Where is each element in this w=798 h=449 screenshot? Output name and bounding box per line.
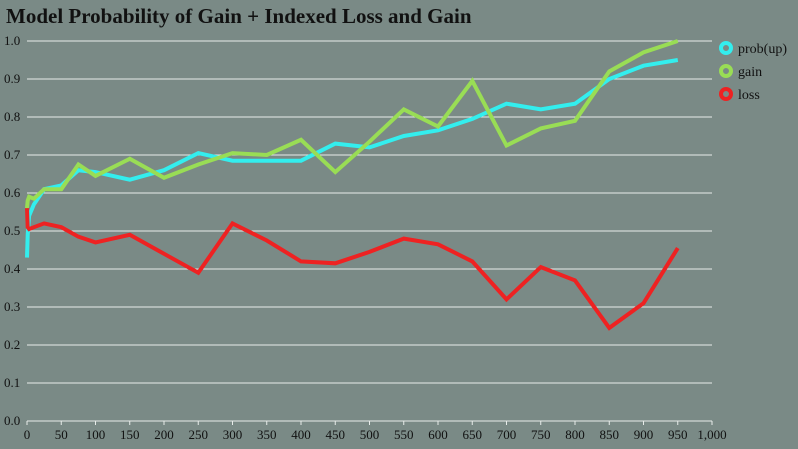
legend-marker	[719, 41, 733, 55]
x-tick-label: 550	[394, 427, 414, 442]
axes: 0.0 0.1 0.2 0.3 0.4 0.5 0.6 0.7 0.8 0.9 1.0 0 50 100 1…	[4, 33, 727, 442]
legend-label: loss	[738, 88, 760, 103]
x-tick-label: 800	[565, 427, 585, 442]
y-tick-label: 0.6	[4, 185, 21, 200]
y-tick-label: 0.8	[4, 109, 20, 124]
x-tick-label: 850	[600, 427, 620, 442]
x-tick-label: 1,000	[697, 427, 726, 442]
legend-label: gain	[738, 65, 762, 80]
series-lines	[25, 39, 680, 331]
series-line-loss	[25, 208, 680, 331]
x-tick-label: 950	[668, 427, 688, 442]
x-tick-label: 750	[531, 427, 551, 442]
x-tick-label: 650	[463, 427, 483, 442]
x-tick-label: 100	[86, 427, 106, 442]
y-tick-label: 0.2	[4, 337, 20, 352]
y-tick-label: 0.4	[4, 261, 21, 276]
y-tick-label: 0.3	[4, 299, 20, 314]
legend-marker	[719, 64, 733, 78]
series-line-gain	[25, 39, 679, 209]
x-tick-label: 150	[120, 427, 140, 442]
x-tick-label: 250	[189, 427, 209, 442]
legend: prob(up) gain loss	[719, 41, 787, 103]
x-tick-label: 500	[360, 427, 380, 442]
y-tick-label: 0.7	[4, 147, 21, 162]
x-tick-label: 900	[634, 427, 654, 442]
legend-label: prob(up)	[738, 42, 787, 57]
x-tick-label: 350	[257, 427, 277, 442]
x-tick-label: 0	[24, 427, 31, 442]
x-tick-label: 50	[55, 427, 68, 442]
x-tick-label: 200	[154, 427, 174, 442]
y-tick-label: 0.1	[4, 375, 20, 390]
y-tick-label: 0.5	[4, 223, 20, 238]
gridlines	[27, 40, 712, 384]
legend-marker	[719, 87, 733, 101]
x-tick-label: 450	[326, 427, 346, 442]
x-tick-label: 600	[428, 427, 448, 442]
x-tick-label: 300	[223, 427, 243, 442]
y-tick-label: 0.0	[4, 413, 20, 428]
y-tick-label: 0.9	[4, 71, 20, 86]
y-tick-label: 1.0	[4, 33, 20, 48]
chart-title: Model Probability of Gain + Indexed Loss…	[6, 4, 472, 28]
x-tick-label: 400	[291, 427, 311, 442]
x-tick-label: 700	[497, 427, 517, 442]
